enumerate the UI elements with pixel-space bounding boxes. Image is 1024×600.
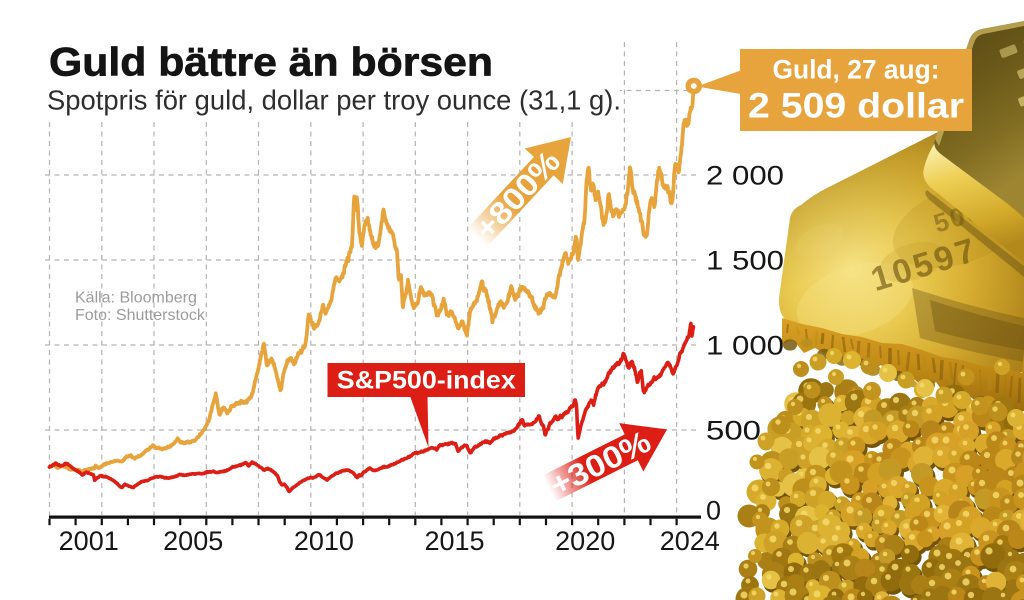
svg-text:Foto: Shutterstock: Foto: Shutterstock xyxy=(75,307,206,324)
svg-text:1 500: 1 500 xyxy=(706,246,784,276)
svg-text:Guld, 27 aug:: Guld, 27 aug: xyxy=(773,55,940,85)
svg-text:0: 0 xyxy=(706,496,721,526)
svg-text:2010: 2010 xyxy=(294,526,354,556)
svg-text:500: 500 xyxy=(706,416,761,446)
svg-text:1 000: 1 000 xyxy=(706,331,784,361)
svg-text:2005: 2005 xyxy=(163,526,223,556)
svg-text:2024: 2024 xyxy=(660,526,720,556)
svg-text:2 509 dollar: 2 509 dollar xyxy=(748,85,964,125)
svg-text:2001: 2001 xyxy=(59,526,119,556)
svg-text:Källa: Bloomberg: Källa: Bloomberg xyxy=(75,290,197,307)
svg-text:2020: 2020 xyxy=(555,526,615,556)
svg-text:2 000: 2 000 xyxy=(706,161,784,191)
svg-text:Spotpris för guld, dollar per: Spotpris för guld, dollar per troy ounce… xyxy=(47,85,621,116)
svg-text:+800%: +800% xyxy=(468,144,567,247)
svg-text:Guld bättre än börsen: Guld bättre än börsen xyxy=(49,41,493,85)
svg-text:2015: 2015 xyxy=(424,526,484,556)
svg-text:S&P500-index: S&P500-index xyxy=(337,367,516,395)
